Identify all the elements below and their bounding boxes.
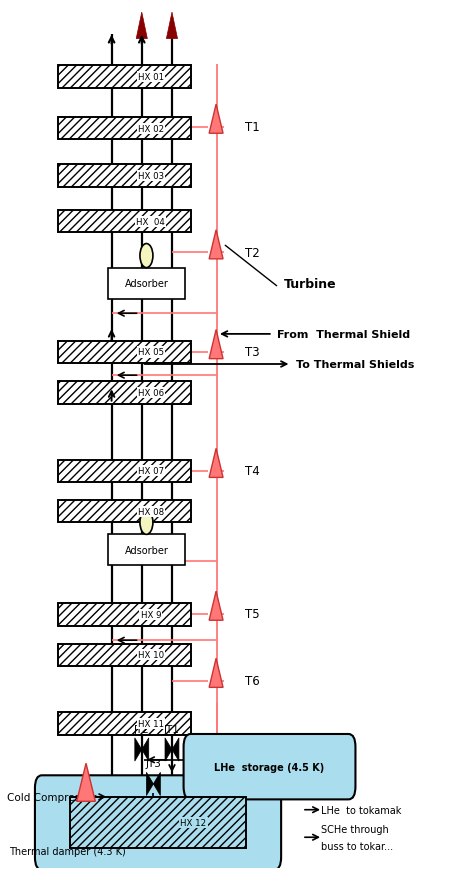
- Text: JT2: JT2: [134, 724, 150, 734]
- Bar: [70, 797, 246, 848]
- Text: HX 9: HX 9: [141, 610, 161, 619]
- Text: HX 08: HX 08: [138, 507, 164, 516]
- Bar: [58, 67, 191, 89]
- Text: HX  04: HX 04: [137, 217, 165, 226]
- Text: Turbine: Turbine: [283, 277, 336, 290]
- Polygon shape: [154, 773, 160, 795]
- Bar: [108, 268, 185, 299]
- Text: T3: T3: [245, 346, 260, 359]
- Bar: [58, 501, 191, 523]
- Text: T6: T6: [245, 674, 260, 688]
- Bar: [58, 603, 191, 626]
- Text: buss to tokar...: buss to tokar...: [320, 841, 393, 851]
- FancyBboxPatch shape: [35, 775, 281, 870]
- Bar: [58, 210, 191, 233]
- Text: T2: T2: [245, 246, 260, 260]
- Text: T4: T4: [245, 465, 260, 478]
- Polygon shape: [142, 738, 149, 761]
- Polygon shape: [209, 659, 223, 688]
- Polygon shape: [165, 738, 172, 761]
- Bar: [58, 341, 191, 364]
- Bar: [108, 535, 185, 566]
- Bar: [58, 381, 191, 404]
- Text: HX 11: HX 11: [138, 719, 164, 728]
- Text: From  Thermal Shield: From Thermal Shield: [277, 330, 410, 339]
- Circle shape: [140, 245, 153, 268]
- Text: HX 02: HX 02: [138, 125, 164, 133]
- Bar: [58, 118, 191, 140]
- Polygon shape: [209, 591, 223, 621]
- Polygon shape: [209, 231, 223, 260]
- Text: T5: T5: [245, 608, 260, 620]
- Polygon shape: [209, 331, 223, 360]
- Bar: [58, 460, 191, 482]
- Text: T1: T1: [245, 121, 260, 134]
- Text: LHe  storage (4.5 K): LHe storage (4.5 K): [214, 762, 325, 772]
- Text: SCHe through: SCHe through: [320, 824, 388, 834]
- Text: JT1: JT1: [164, 724, 180, 734]
- Text: HX 06: HX 06: [138, 389, 164, 397]
- Bar: [58, 460, 191, 482]
- Text: HX 05: HX 05: [138, 348, 164, 357]
- Text: Adsorber: Adsorber: [125, 279, 168, 289]
- Text: Cold Compressor: Cold Compressor: [7, 792, 96, 802]
- Text: Thermal damper (4.3 K): Thermal damper (4.3 K): [9, 846, 126, 856]
- Bar: [58, 644, 191, 667]
- Bar: [58, 165, 191, 188]
- Text: LHe  to tokamak: LHe to tokamak: [320, 805, 401, 815]
- Bar: [58, 713, 191, 735]
- Bar: [58, 713, 191, 735]
- Bar: [58, 67, 191, 89]
- Text: To Thermal Shields: To Thermal Shields: [296, 360, 414, 369]
- Polygon shape: [146, 773, 154, 795]
- Text: HX 07: HX 07: [138, 467, 164, 475]
- Bar: [70, 797, 246, 848]
- Bar: [58, 501, 191, 523]
- Polygon shape: [77, 763, 95, 802]
- Polygon shape: [135, 738, 142, 761]
- Text: HX 01: HX 01: [138, 73, 164, 82]
- Bar: [58, 210, 191, 233]
- Text: HX 12: HX 12: [180, 818, 206, 827]
- Bar: [58, 603, 191, 626]
- Text: Adsorber: Adsorber: [125, 545, 168, 555]
- Polygon shape: [166, 13, 178, 39]
- FancyBboxPatch shape: [183, 734, 356, 800]
- Bar: [58, 341, 191, 364]
- Polygon shape: [136, 13, 147, 39]
- Bar: [58, 381, 191, 404]
- Circle shape: [140, 510, 153, 535]
- Bar: [58, 118, 191, 140]
- Polygon shape: [209, 449, 223, 478]
- Text: HX 10: HX 10: [138, 651, 164, 660]
- Polygon shape: [209, 105, 223, 134]
- Bar: [58, 644, 191, 667]
- Polygon shape: [172, 738, 179, 761]
- Bar: [58, 165, 191, 188]
- Text: JT3: JT3: [146, 759, 161, 768]
- Text: HX 03: HX 03: [138, 172, 164, 181]
